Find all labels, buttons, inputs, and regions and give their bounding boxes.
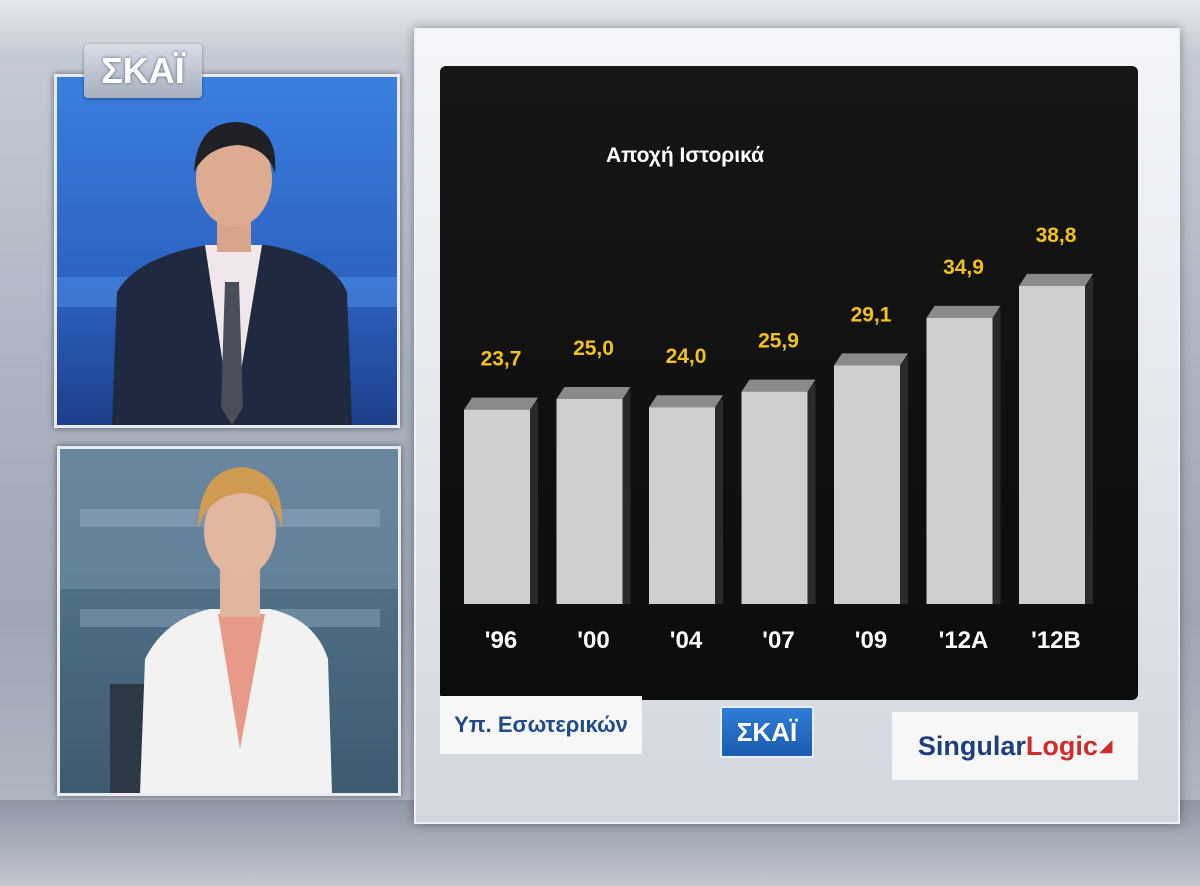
bar-chart: Αποχή Ιστορικά 23,7 '96 25,0 '00 24,0 '04 25,9 '… — [464, 144, 1093, 654]
bar-top — [1019, 273, 1093, 286]
bar — [464, 409, 530, 604]
value-label: 38,8 — [1036, 224, 1077, 247]
bar-side — [530, 401, 538, 604]
value-label: 23,7 — [481, 348, 522, 371]
bar — [926, 317, 993, 604]
category-label: '04 — [670, 627, 703, 654]
bar-side — [900, 357, 908, 604]
value-label: 29,1 — [851, 303, 892, 326]
category-label: '00 — [577, 627, 609, 654]
bar-side — [992, 309, 1001, 604]
presenter-figure — [57, 122, 397, 425]
bar — [556, 399, 623, 604]
value-label: 25,0 — [573, 337, 614, 360]
bar-side — [1085, 277, 1093, 604]
channel-chip: ΣΚΑΪ — [720, 706, 814, 758]
bar — [1019, 285, 1085, 604]
chart-panel: Αποχή Ιστορικά 23,7 '96 25,0 '00 24,0 '04 25,9 '… — [440, 66, 1138, 700]
value-label: 34,9 — [943, 256, 984, 279]
sponsor-logo: Singular Logic ◢ — [892, 712, 1138, 780]
bar-top — [556, 387, 631, 399]
category-label: '12A — [939, 627, 989, 654]
bar-side — [807, 383, 816, 604]
sponsor-name-part1: Singular — [917, 730, 1026, 761]
bar-side — [715, 399, 723, 604]
value-label: 24,0 — [666, 345, 707, 368]
guest-figure — [60, 449, 398, 793]
bar — [649, 407, 715, 604]
bar-top — [464, 397, 538, 410]
channel-logo: ΣΚΑΪ — [84, 44, 202, 98]
guest-video-pane — [57, 446, 401, 796]
bar-top — [926, 305, 1001, 318]
bar-side — [622, 391, 631, 604]
sponsor-name-part2: Logic — [1025, 730, 1098, 761]
bar-top — [649, 395, 723, 408]
value-label: 25,9 — [758, 330, 799, 353]
bar — [741, 391, 808, 604]
category-label: '12B — [1031, 627, 1081, 654]
category-label: '07 — [762, 627, 794, 654]
category-label: '09 — [855, 627, 887, 654]
presenter-video-pane — [54, 74, 400, 428]
bar-top — [834, 353, 908, 366]
bar — [834, 365, 900, 604]
chart-title: Αποχή Ιστορικά — [606, 144, 764, 167]
bar-top — [741, 379, 816, 392]
arrow-mark-icon: ◢ — [1099, 738, 1113, 755]
category-label: '96 — [485, 627, 517, 654]
source-label: Υπ. Εσωτερικών — [440, 696, 642, 754]
